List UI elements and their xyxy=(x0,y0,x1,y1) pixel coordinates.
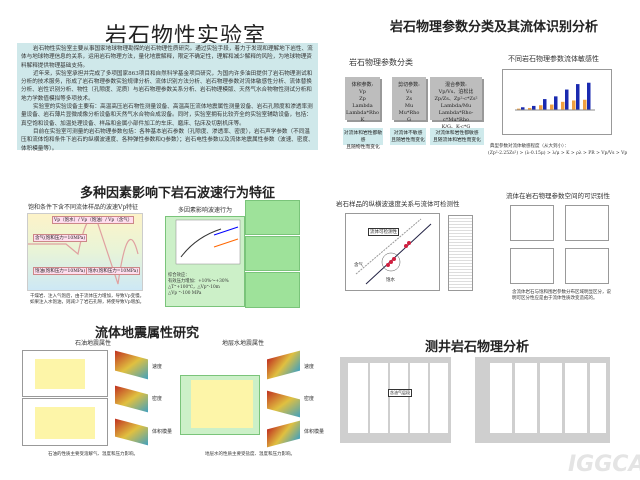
scatter-plot xyxy=(565,205,609,241)
figure-title: 岩石样品的纵横波速度关系与流体可检测性 xyxy=(336,200,460,208)
bar-orange xyxy=(583,99,587,110)
chart-label: 饱油(饱和压力=10MPa) xyxy=(33,267,88,275)
multi-factor-chart: 综合效应： 有效压力增加：+10%～+30% △T⁼+100℃，△Vp⁼-10m △V… xyxy=(165,216,245,307)
surface-label: 体积模量 xyxy=(152,429,173,435)
water-chart xyxy=(180,375,260,435)
figure-caption: 干燥岩、注入气饱后，由于流体压力增加，导致Vp变慢。如果注入水饱油，则减少了岩石… xyxy=(30,294,145,305)
figure-title: 饱和条件下含不同流体样品的波速Vp特征 xyxy=(28,204,139,211)
bar-blue xyxy=(554,96,558,110)
figure-notes: 综合效应： 有效压力增加：+10%～+30% △T⁼+100℃，△Vp⁼-10m △V… xyxy=(168,273,229,296)
bar-orange xyxy=(528,107,532,110)
surface-label: 速度 xyxy=(304,364,315,370)
section-title: 岩石物理参数分类及其流体识别分析 xyxy=(390,20,599,35)
param-group-box: 混合参数: Vp/Vs、泊松比 Zp/Zs、Zp²-c*Zs² Lambda/M… xyxy=(430,77,482,130)
well-log-panel xyxy=(475,357,610,443)
annotation-box: 含油气层段 xyxy=(388,389,412,397)
param-group-box: 剪切参数: Vs Zs Mu Mu*Rho G xyxy=(392,77,426,123)
oil-chart xyxy=(22,350,108,397)
surface-label: 体积模量 xyxy=(304,429,325,435)
bar-orange xyxy=(539,105,543,110)
bar-blue xyxy=(587,82,591,110)
figure-caption: 含流体岩石与饱和围岩参数分布区域明显区分，说明可区分性应是由于流体性质改变造成的… xyxy=(512,290,611,301)
vp-chart: Vp（饱水）/ Vp（饱油）/ Vp（含气） 含气(饱和压力=10MPa) 饱油… xyxy=(27,213,143,291)
surface-label: 密度 xyxy=(304,396,315,402)
sensitivity-chart xyxy=(502,69,612,135)
formula: (Zp²-2.25Zs²) > (λ-0.15μ) > λ/μ > K > ρλ… xyxy=(488,151,628,156)
oil-chart xyxy=(22,398,108,446)
surface-plot xyxy=(115,350,148,380)
param-group-box: 体积参数: Vp Zp Lambda Lambda*Rho K xyxy=(345,77,380,123)
intro-text: 岩石物性实验室主要从事国家地球物理勘探的岩石物理性质研究。通过实验手段，着力于发… xyxy=(17,43,318,152)
bar-orange xyxy=(572,100,576,110)
annotation-label: 含气 xyxy=(354,263,363,268)
chart-legend xyxy=(448,215,473,291)
param-group-note: 对流体不敏感 且随岩性而变化 xyxy=(390,128,426,145)
bar-blue xyxy=(565,89,569,110)
surface-label: 速度 xyxy=(152,364,163,370)
surface-label: 密度 xyxy=(152,396,163,402)
scatter-plot xyxy=(510,205,554,241)
bar-orange xyxy=(561,101,565,110)
surface-plot xyxy=(115,418,148,446)
surface-plot xyxy=(115,385,148,413)
figure-title: 石油地震属性 xyxy=(75,340,112,347)
formula-label: 典型参数对流体敏感程度（从大到小）： xyxy=(490,144,569,149)
figure-caption: 石油的性质主要受溶解气、温度和压力影响。 xyxy=(48,452,138,457)
surface-plot xyxy=(267,390,300,418)
param-group-note: 对流体和岩性都敏感 且随物性而变化 xyxy=(343,128,383,150)
figure-title: 流体在岩石物理参数空间的可识别性 xyxy=(506,192,610,200)
intro-paragraph: 近年来，实验室承担并完成了多项国家863项目和自然科学基金项目研究，为国内许多油… xyxy=(21,70,313,102)
figure-title: 地层水地震属性 xyxy=(222,340,265,347)
inset-chart xyxy=(245,200,300,235)
surface-plot xyxy=(267,420,300,448)
scatter-plot xyxy=(510,248,554,284)
watermark-logo: IGGCAS xyxy=(568,452,640,477)
sensitivity-title: 不同岩石物理参数流体敏感性 xyxy=(508,55,599,63)
inset-chart xyxy=(245,236,300,271)
bar-orange xyxy=(550,104,554,110)
section-title: 多种因素影响下岩石波速行为特征 xyxy=(80,186,276,201)
bar-blue xyxy=(532,105,536,110)
figure-caption: 地层水的性质主要受盐度、温度和压力影响。 xyxy=(205,452,295,457)
vp-vs-chart: 流体可检测性 含气 饱水 xyxy=(345,213,440,291)
param-group-note: 对流体和岩性都敏感 且随流体和岩性而变化 xyxy=(430,128,484,145)
figure-title: 多因素影响波速行为 xyxy=(178,207,233,214)
bar-orange xyxy=(517,108,521,110)
chart-legend: Vp（饱水）/ Vp（饱油）/ Vp（含气） xyxy=(52,216,135,224)
chart-label: 饱水(饱和压力=10MPa) xyxy=(86,267,141,275)
surface-plot xyxy=(267,350,300,380)
annotation-box: 流体可检测性 xyxy=(368,228,399,236)
intro-paragraph: 目前在实验室可测量的岩石物理参数包括：各种基本岩石参数（孔隙度、渗透率、密度），… xyxy=(21,128,314,152)
intro-paragraph: 实验室的实验设备主要有：高温高压岩石物性测量设备、高温高压流体地震属性测量设备、… xyxy=(21,104,313,127)
scatter-plot xyxy=(565,248,609,284)
annotation-label: 饱水 xyxy=(386,278,395,283)
bar-blue xyxy=(576,84,580,110)
bar-blue xyxy=(543,99,547,110)
section-title: 流体地震属性研究 xyxy=(95,326,200,341)
section-title: 测井岩石物理分析 xyxy=(425,340,530,355)
classify-title: 岩石物理参数分类 xyxy=(349,58,413,67)
chart-label: 含气(饱和压力=10MPa) xyxy=(33,234,88,242)
intro-paragraph: 岩石物性实验室主要从事国家地球物理勘探的岩石物理性质研究。通过实验手段，着力于发… xyxy=(21,46,313,69)
inset-chart xyxy=(245,272,300,308)
well-log-panel: 含油气层段 xyxy=(340,357,451,443)
bar-blue xyxy=(521,107,525,110)
